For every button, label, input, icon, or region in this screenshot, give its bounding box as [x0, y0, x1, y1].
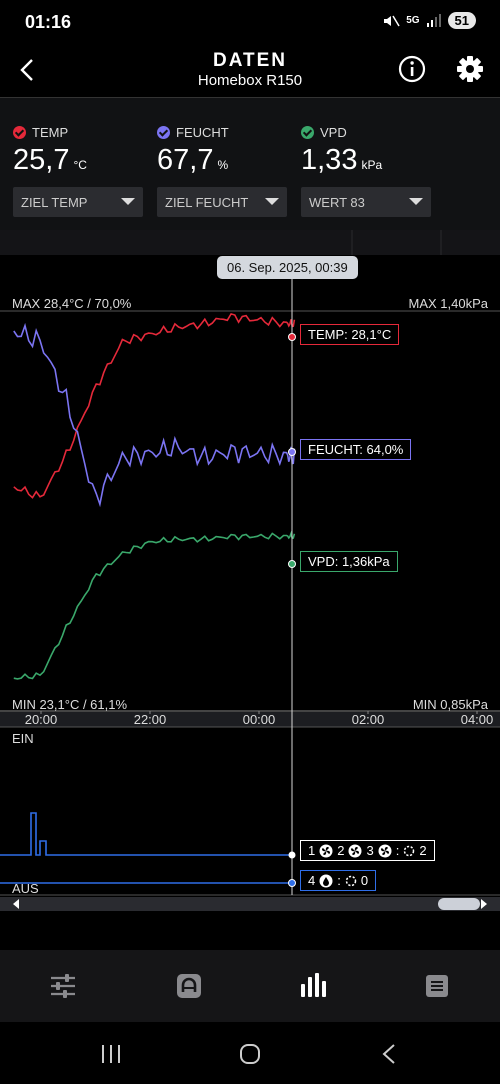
device2-cursor-point: [288, 879, 296, 887]
temp-label: TEMP: [13, 125, 68, 140]
device-number: 4: [308, 873, 316, 888]
metrics-panel: TEMP 25,7 °C ZIEL TEMP FEUCHT 67,7% ZIEL …: [0, 98, 500, 230]
device-number: 2: [337, 843, 345, 858]
timeline-scrollbar[interactable]: [0, 897, 500, 911]
x-axis-band: [0, 712, 500, 727]
device1-cursor-point: [288, 851, 296, 859]
scroll-right-icon[interactable]: [481, 899, 487, 909]
vpd-value-group: 1,33 kPa: [301, 144, 382, 177]
mute-icon: [384, 15, 400, 26]
temp-value-group: 25,7 °C: [13, 144, 87, 177]
max-left-label: MAX 28,4°C / 70,0%: [12, 296, 132, 311]
fan-icon: [348, 844, 362, 857]
status-icons: 5G 51: [382, 12, 476, 29]
status-time: 01:16: [25, 12, 72, 32]
list-icon[interactable]: [425, 974, 449, 998]
temp-value: 25,7: [13, 144, 70, 176]
home-icon[interactable]: [239, 1043, 261, 1065]
device-icon[interactable]: [176, 973, 202, 999]
min-left-label: MIN 23,1°C / 61,1%: [12, 697, 128, 712]
chart-top-band: [0, 230, 500, 255]
device-group-1-tag: 1 2 3 : 2: [300, 840, 435, 861]
vpd-dropdown-label: WERT 83: [309, 194, 365, 210]
colon-label: :: [337, 873, 341, 888]
vpd-unit: kPa: [361, 158, 383, 172]
system-navigation-bar: [0, 1022, 500, 1084]
feucht-series-line: [13, 322, 296, 508]
x-axis-ticks: 20:00 22:00 00:00 02:00 04:00: [25, 711, 494, 727]
feucht-cursor-point: [288, 448, 296, 456]
scroll-thumb[interactable]: [438, 898, 480, 910]
aus-label: AUS: [12, 881, 39, 896]
temp-cursor-point: [288, 333, 296, 341]
vpd-value-dropdown[interactable]: WERT 83: [301, 187, 431, 217]
ein-label: EIN: [12, 731, 34, 746]
feucht-value-group: 67,7%: [157, 144, 228, 177]
feucht-label: FEUCHT: [157, 125, 229, 140]
history-chart[interactable]: 20:00 22:00 00:00 02:00 04:00: [0, 230, 500, 930]
sliders-icon[interactable]: [50, 974, 76, 998]
vpd-cursor-point: [288, 560, 296, 568]
check-circle-icon: [13, 126, 26, 139]
vpd-label: VPD: [301, 125, 347, 140]
temp-value-tag: TEMP: 28,1°C: [300, 324, 400, 345]
status-bar: 01:16 5G 51: [0, 0, 500, 44]
network-label: 5G: [406, 15, 420, 26]
x-tick-label: 00:00: [243, 712, 276, 727]
back-icon[interactable]: [381, 1043, 397, 1065]
x-tick-label: 20:00: [25, 712, 58, 727]
temp-unit: °C: [73, 158, 87, 172]
header-divider: [0, 97, 500, 98]
caret-down-icon: [265, 198, 279, 205]
dashed-circle-icon: [345, 875, 357, 886]
temp-series-line: [13, 312, 296, 499]
chevron-left-icon[interactable]: [18, 58, 38, 82]
check-circle-icon: [301, 126, 314, 139]
temp-target-dropdown[interactable]: ZIEL TEMP: [13, 187, 143, 217]
vpd-value: 1,33: [301, 144, 358, 176]
bottom-navigation: [0, 950, 500, 1022]
scroll-left-icon[interactable]: [13, 899, 19, 909]
feucht-target-dropdown[interactable]: ZIEL FEUCHT: [157, 187, 287, 217]
caret-down-icon: [121, 198, 135, 205]
battery-badge: 51: [447, 12, 476, 29]
device-activity-line: [0, 812, 292, 856]
feucht-dropdown-label: ZIEL FEUCHT: [165, 194, 249, 210]
device-number: 3: [366, 843, 374, 858]
temp-dropdown-label: ZIEL TEMP: [21, 194, 88, 210]
feucht-value-tag: FEUCHT: 64,0%: [300, 439, 412, 460]
x-tick-label: 02:00: [352, 712, 385, 727]
dashed-circle-icon: [404, 845, 415, 856]
gear-icon[interactable]: [456, 55, 484, 83]
water-drop-icon: [319, 874, 333, 887]
x-tick-label: 22:00: [134, 712, 167, 727]
max-right-label: MAX 1,40kPa: [408, 296, 489, 311]
device-number: 1: [308, 843, 316, 858]
bar-chart-icon[interactable]: [300, 972, 326, 998]
fan-icon: [378, 844, 392, 857]
device-group-2-tag: 4 : 0: [300, 870, 377, 891]
signal-icon: [426, 13, 441, 27]
colon-label: :: [395, 843, 400, 858]
x-tick-label: 04:00: [461, 712, 494, 727]
device-number: 0: [360, 873, 369, 888]
device-number: 2: [419, 843, 427, 858]
min-right-label: MIN 0,85kPa: [412, 697, 488, 712]
recent-apps-icon[interactable]: [100, 1044, 122, 1064]
feucht-unit: %: [217, 158, 229, 172]
device-name: Homebox R150: [197, 72, 303, 89]
info-icon[interactable]: [398, 55, 426, 83]
vpd-series-line: [13, 530, 296, 680]
page-title: DATEN: [212, 50, 288, 71]
fan-icon: [319, 844, 333, 857]
check-circle-icon: [157, 126, 170, 139]
cursor-date-tooltip: 06. Sep. 2025, 00:39: [217, 256, 358, 279]
vpd-value-tag: VPD: 1,36kPa: [300, 551, 398, 572]
app-header: DATEN Homebox R150: [0, 44, 500, 98]
feucht-value: 67,7: [157, 144, 214, 176]
caret-down-icon: [409, 198, 423, 205]
